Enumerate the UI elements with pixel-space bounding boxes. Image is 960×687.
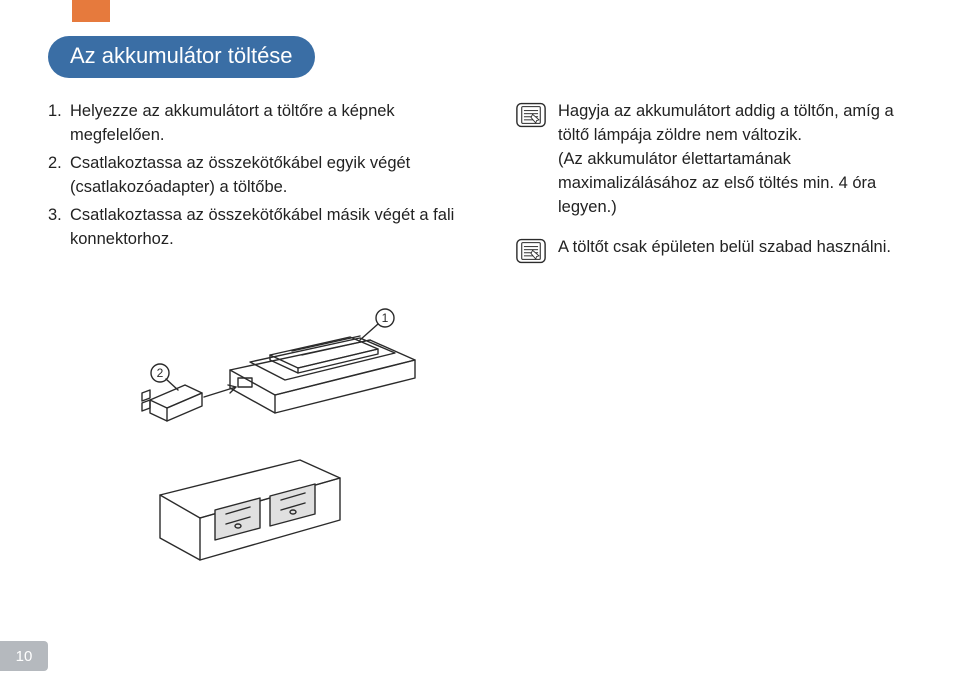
step-item: 2. Csatlakoztassa az összekötőkábel egyi…	[48, 152, 468, 200]
accent-bar	[72, 0, 110, 22]
callout-1: 1	[382, 311, 389, 325]
content-columns: 1. Helyezze az akkumulátort a töltőre a …	[48, 100, 912, 282]
illustration: 1 2	[120, 290, 460, 600]
note-text: A töltőt csak épületen belül szabad hasz…	[558, 236, 912, 260]
step-number: 1.	[48, 100, 70, 148]
page-title: Az akkumulátor töltése	[48, 36, 315, 78]
notes-column: Hagyja az akkumulátort addig a töltőn, a…	[516, 100, 912, 282]
step-number: 2.	[48, 152, 70, 200]
step-text: Csatlakoztassa az összekötőkábel egyik v…	[70, 152, 468, 200]
note-icon	[516, 238, 548, 266]
manual-page: Az akkumulátor töltése 1. Helyezze az ak…	[0, 0, 960, 687]
step-text: Csatlakoztassa az összekötőkábel másik v…	[70, 204, 468, 252]
note-item: Hagyja az akkumulátort addig a töltőn, a…	[516, 100, 912, 220]
page-number-tab: 10	[0, 641, 48, 671]
title-wrap: Az akkumulátor töltése	[48, 36, 912, 78]
step-item: 3. Csatlakoztassa az összekötőkábel mási…	[48, 204, 468, 252]
step-number: 3.	[48, 204, 70, 252]
callout-2: 2	[157, 366, 164, 380]
note-text: Hagyja az akkumulátort addig a töltőn, a…	[558, 100, 912, 220]
page-number: 10	[16, 648, 33, 665]
note-icon	[516, 102, 548, 130]
step-item: 1. Helyezze az akkumulátort a töltőre a …	[48, 100, 468, 148]
step-text: Helyezze az akkumulátort a töltőre a kép…	[70, 100, 468, 148]
note-item: A töltőt csak épületen belül szabad hasz…	[516, 236, 912, 266]
steps-column: 1. Helyezze az akkumulátort a töltőre a …	[48, 100, 468, 282]
